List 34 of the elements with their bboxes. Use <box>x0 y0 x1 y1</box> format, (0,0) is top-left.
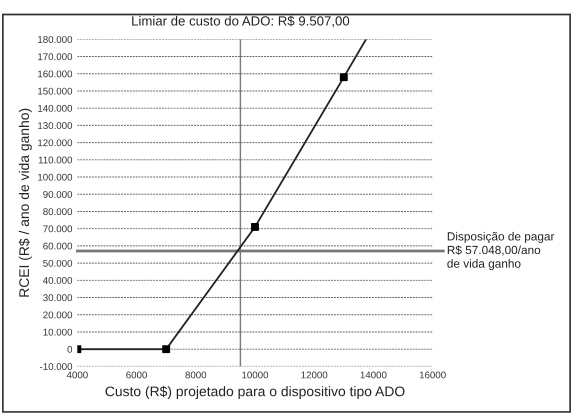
y-tick-label: 40.000 <box>42 277 72 284</box>
y-tick-label: 80.000 <box>43 208 72 216</box>
x-tick-label: 12000 <box>301 372 328 378</box>
x-tick-label: 8000 <box>185 372 206 378</box>
x-tick-label: 10000 <box>242 372 268 378</box>
point <box>162 345 170 354</box>
y-tick-label: 110.000 <box>38 156 72 164</box>
y-tick-label: 140.000 <box>38 104 72 112</box>
x-tick-label: 16000 <box>420 372 446 378</box>
y-tick-label: 50.000 <box>43 260 72 267</box>
y-tick-label: 90.000 <box>43 190 72 198</box>
y-tick-label: 0 <box>67 346 72 353</box>
ref-line-label: Limiar de custo do ADO: R$ 9.507,00 <box>132 16 350 28</box>
ref-line-label: Disposição de pagar R$ 57.048,00/ano de vida ganho <box>447 232 554 270</box>
x-axis-title: Custo (R$) projetado para o dispositivo tipo ADO <box>106 386 404 400</box>
y-tick-label: 150.000 <box>38 88 72 95</box>
y-tick-label: 100.000 <box>38 174 72 181</box>
y-tick-label: 10.000 <box>44 328 72 336</box>
y-tick-label: -10.000 <box>40 363 72 370</box>
y-tick-label: 60.000 <box>43 242 72 250</box>
y-tick-label: 120.000 <box>38 139 72 146</box>
y-tick-label: 130.000 <box>38 122 72 130</box>
x-tick-label: 6000 <box>126 372 147 378</box>
y-tick-label: 170.000 <box>38 53 72 60</box>
y-axis-title: RCEI (R$ / ano de vida ganho) <box>18 108 32 297</box>
y-tick-label: 160.000 <box>38 70 72 78</box>
y-tick-label: 30.000 <box>43 294 72 302</box>
point <box>251 223 259 231</box>
y-tick-label: 70.000 <box>43 225 72 232</box>
x-tick-label: 14000 <box>360 372 387 378</box>
point <box>340 73 348 82</box>
y-tick-label: 20.000 <box>43 311 72 318</box>
x-tick-label: 4000 <box>66 372 88 378</box>
y-tick-label: 180.000 <box>38 36 72 43</box>
